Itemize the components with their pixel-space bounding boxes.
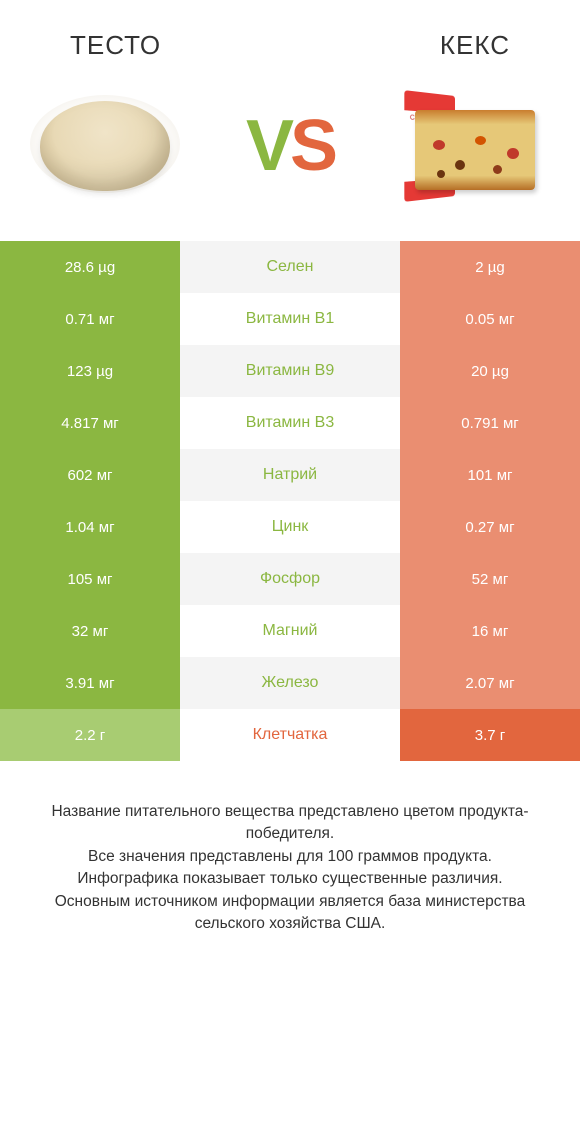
- cell-nutrient-name: Железо: [180, 657, 400, 709]
- cell-right-value: 0.791 мг: [400, 397, 580, 449]
- cell-left-value: 602 мг: [0, 449, 180, 501]
- cell-right-value: 20 µg: [400, 345, 580, 397]
- cell-left-value: 0.71 мг: [0, 293, 180, 345]
- cell-nutrient-name: Натрий: [180, 449, 400, 501]
- footer-line: Основным источником информации является …: [24, 891, 556, 936]
- table-row: 28.6 µgСелен2 µg: [0, 241, 580, 293]
- cell-nutrient-name: Клетчатка: [180, 709, 400, 761]
- cell-nutrient-name: Витамин B9: [180, 345, 400, 397]
- cell-left-value: 4.817 мг: [0, 397, 180, 449]
- table-row: 105 мгФосфор52 мг: [0, 553, 580, 605]
- cell-right-value: 2.07 мг: [400, 657, 580, 709]
- cell-right-value: 0.27 мг: [400, 501, 580, 553]
- dough-icon: [40, 101, 170, 191]
- food-image-left: [30, 81, 180, 211]
- header: ТЕСТО КЕКС: [0, 0, 580, 81]
- title-right: КЕКС: [440, 30, 510, 61]
- table-row: 0.71 мгВитамин B10.05 мг: [0, 293, 580, 345]
- cell-nutrient-name: Фосфор: [180, 553, 400, 605]
- footer-line: Название питательного вещества представл…: [24, 801, 556, 846]
- cell-right-value: 0.05 мг: [400, 293, 580, 345]
- vs-row: VS Cake aux fruits: [0, 81, 580, 241]
- cell-left-value: 1.04 мг: [0, 501, 180, 553]
- comparison-table: 28.6 µgСелен2 µg0.71 мгВитамин B10.05 мг…: [0, 241, 580, 761]
- table-row: 4.817 мгВитамин B30.791 мг: [0, 397, 580, 449]
- cell-left-value: 28.6 µg: [0, 241, 180, 293]
- table-row: 3.91 мгЖелезо2.07 мг: [0, 657, 580, 709]
- cake-icon: Cake aux fruits: [405, 96, 545, 196]
- footer-line: Все значения представлены для 100 граммо…: [24, 846, 556, 868]
- footer-note: Название питательного вещества представл…: [0, 761, 580, 936]
- cell-nutrient-name: Селен: [180, 241, 400, 293]
- cell-nutrient-name: Магний: [180, 605, 400, 657]
- vs-letter-s: S: [290, 106, 334, 186]
- cell-nutrient-name: Цинк: [180, 501, 400, 553]
- cell-left-value: 105 мг: [0, 553, 180, 605]
- cell-right-value: 16 мг: [400, 605, 580, 657]
- table-row: 602 мгНатрий101 мг: [0, 449, 580, 501]
- cell-left-value: 32 мг: [0, 605, 180, 657]
- footer-line: Инфографика показывает только существенн…: [24, 868, 556, 890]
- table-row: 1.04 мгЦинк0.27 мг: [0, 501, 580, 553]
- cell-right-value: 52 мг: [400, 553, 580, 605]
- cell-left-value: 3.91 мг: [0, 657, 180, 709]
- cell-right-value: 101 мг: [400, 449, 580, 501]
- cell-right-value: 3.7 г: [400, 709, 580, 761]
- cell-left-value: 123 µg: [0, 345, 180, 397]
- table-row: 2.2 гКлетчатка3.7 г: [0, 709, 580, 761]
- title-left: ТЕСТО: [70, 30, 161, 61]
- cell-nutrient-name: Витамин B1: [180, 293, 400, 345]
- cell-right-value: 2 µg: [400, 241, 580, 293]
- table-row: 123 µgВитамин B920 µg: [0, 345, 580, 397]
- cell-nutrient-name: Витамин B3: [180, 397, 400, 449]
- cell-left-value: 2.2 г: [0, 709, 180, 761]
- food-image-right: Cake aux fruits: [400, 81, 550, 211]
- table-row: 32 мгМагний16 мг: [0, 605, 580, 657]
- vs-label: VS: [246, 105, 334, 187]
- vs-letter-v: V: [246, 106, 290, 186]
